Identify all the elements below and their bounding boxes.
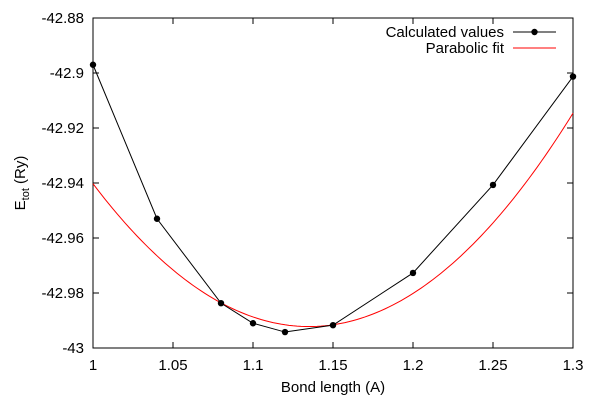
y-tick-label: -43 (62, 340, 84, 357)
x-tick-label: 1.25 (478, 357, 507, 374)
x-tick-label: 1.1 (243, 357, 264, 374)
legend-label-calculated: Calculated values (386, 24, 504, 41)
fit-curve (92, 112, 574, 328)
legend: Calculated values Parabolic fit (386, 24, 556, 57)
y-tick-label: -42.96 (41, 230, 84, 247)
calculated-point (89, 61, 97, 68)
y-axis-title-subscript: tot (20, 188, 32, 200)
x-tick-label: 1.2 (403, 357, 424, 374)
y-tick-label: -42.9 (50, 65, 84, 82)
y-axis-title-unit: (Ry) (12, 156, 29, 189)
calculated-point (489, 181, 497, 189)
calculated-point (281, 328, 289, 336)
x-tick-label: 1.05 (158, 357, 187, 374)
series-layer (89, 61, 577, 336)
y-tick-label: -42.94 (41, 175, 84, 192)
calculated-line (92, 64, 574, 333)
calculated-point (153, 215, 161, 222)
y-axis-title: Etot (Ry) (12, 156, 32, 211)
calculated-point (409, 269, 417, 277)
calculated-point (329, 321, 337, 329)
y-tick-label: -42.92 (41, 120, 84, 137)
calculated-point (569, 73, 577, 80)
x-tick-label: 1 (89, 357, 97, 374)
y-tick-label: -42.88 (41, 10, 84, 27)
y-tick-label: -42.98 (41, 285, 84, 302)
legend-label-fit: Parabolic fit (426, 40, 505, 57)
x-tick-label: 1.3 (563, 357, 584, 374)
x-axis-title: Bond length (A) (281, 379, 385, 396)
calculated-point (249, 320, 257, 327)
legend-marker-calculated (531, 28, 538, 36)
axis-ticks: 1 1.05 1.1 1.15 1.2 1.25 1.3 -42.88 -42.9 -42.92 -… (41, 10, 583, 374)
y-axis-title-main: E (12, 200, 29, 210)
plot-frame (92, 17, 574, 349)
x-tick-label: 1.15 (318, 357, 347, 374)
calculated-point (217, 299, 225, 307)
